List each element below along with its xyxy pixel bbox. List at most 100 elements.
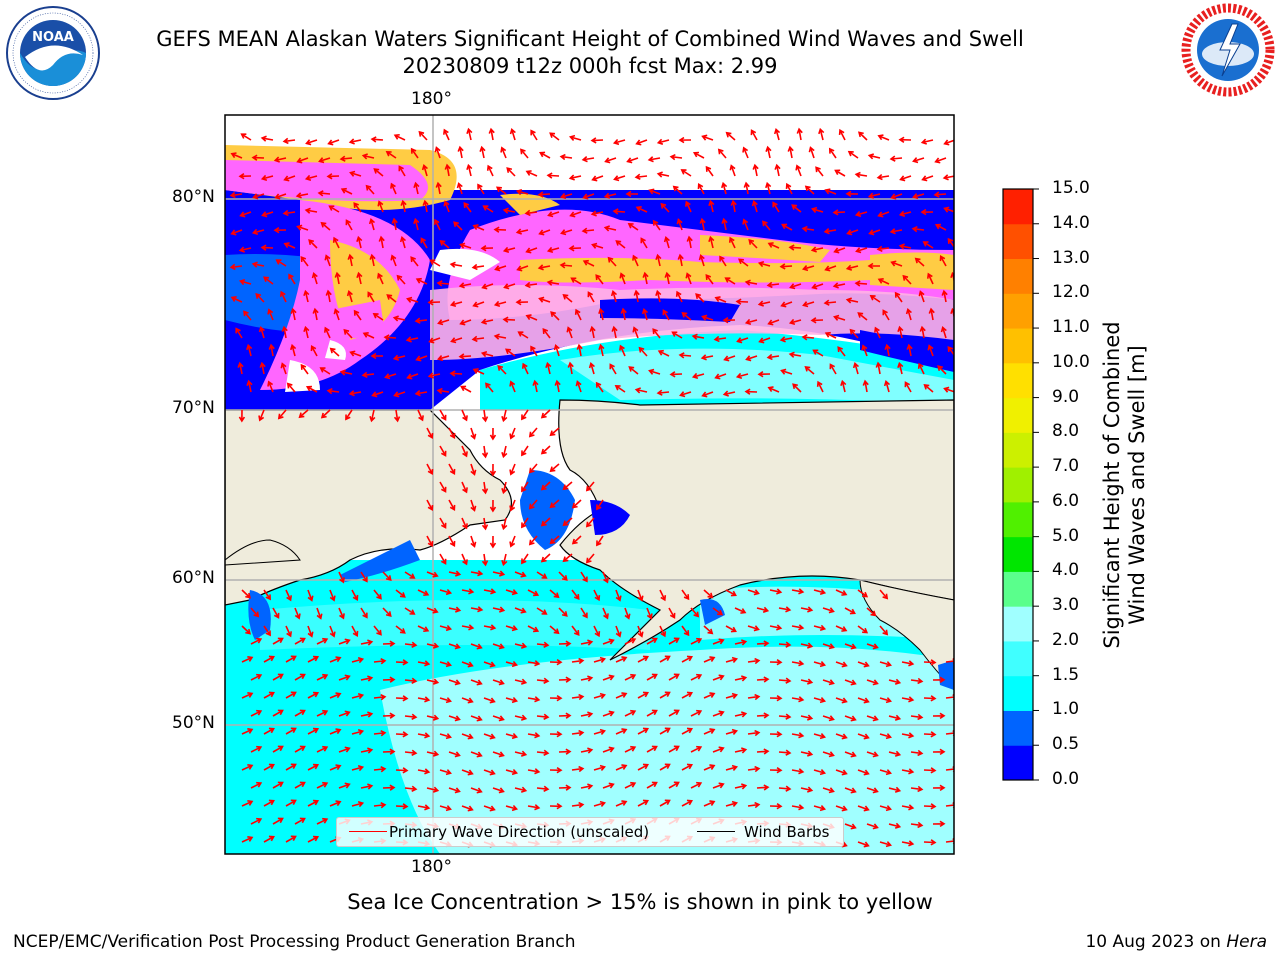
wave-arrow	[910, 677, 924, 685]
wave-arrow	[509, 463, 516, 476]
colorbar-frame	[1002, 188, 1034, 781]
wave-arrow	[559, 193, 573, 200]
wave-arrow	[619, 344, 626, 357]
wave-arrow	[458, 282, 472, 289]
wave-arrow	[857, 841, 870, 848]
wave-arrow	[307, 835, 320, 843]
wave-arrow	[580, 607, 588, 619]
wave-arrow	[237, 361, 244, 375]
wave-arrow	[459, 242, 472, 249]
wave-arrow	[418, 130, 428, 141]
wave-arrow	[901, 732, 915, 739]
footer-credit: NCEP/EMC/Verification Post Processing Pr…	[13, 932, 576, 952]
wave-arrow	[866, 679, 879, 686]
wave-arrow	[919, 325, 926, 339]
wave-arrow	[590, 210, 604, 217]
wave-arrow	[317, 190, 331, 197]
wave-arrow	[568, 134, 582, 142]
wave-arrow	[426, 499, 434, 512]
wave-arrow	[792, 383, 802, 393]
wave-arrow	[801, 225, 815, 233]
wave-arrow	[932, 676, 946, 684]
wave-arrow	[392, 354, 406, 361]
wave-arrow	[373, 730, 387, 737]
wave-arrow	[346, 290, 353, 303]
wave-arrow	[373, 658, 387, 665]
wave-arrow	[712, 710, 725, 717]
wave-arrow	[923, 803, 937, 810]
wave-arrow	[897, 361, 904, 375]
wave-arrow	[787, 145, 794, 159]
wave-arrow	[637, 589, 644, 602]
wave-arrow	[238, 409, 246, 423]
wave-arrow	[920, 208, 934, 216]
wave-arrow	[571, 625, 580, 636]
wave-arrow	[509, 499, 516, 512]
colorbar-bin	[1003, 362, 1033, 399]
wave-arrow	[879, 769, 892, 776]
wave-arrow	[816, 380, 824, 393]
wave-arrow	[888, 822, 902, 829]
wave-arrow	[589, 325, 596, 339]
wave-arrow	[417, 589, 430, 597]
wave-arrow	[238, 173, 252, 180]
wave-arrow	[890, 260, 903, 267]
wave-arrow	[382, 784, 396, 791]
wave-arrow	[450, 337, 463, 344]
wave-arrow	[818, 127, 825, 141]
wave-arrow	[854, 171, 868, 179]
wave-arrow	[766, 353, 780, 361]
wave-arrow	[485, 382, 494, 393]
wave-arrow	[808, 146, 815, 159]
wave-arrow	[230, 296, 243, 303]
wave-arrow	[528, 535, 538, 546]
wave-arrow	[546, 246, 560, 254]
wave-arrow	[549, 589, 560, 599]
wave-arrow	[390, 254, 397, 267]
wave-arrow	[690, 709, 703, 717]
wave-arrow	[351, 764, 365, 772]
wave-arrow	[406, 296, 419, 303]
wave-arrow	[492, 570, 506, 577]
wave-arrow	[874, 326, 881, 339]
wave-arrow	[338, 571, 345, 584]
wave-arrow	[879, 589, 889, 600]
wave-arrow	[373, 766, 387, 773]
wave-arrow	[580, 783, 594, 790]
wave-arrow	[725, 764, 739, 771]
wave-arrow	[404, 785, 418, 792]
wave-arrow	[945, 694, 954, 701]
wave-arrow	[835, 697, 848, 704]
wave-arrow	[251, 228, 265, 235]
wave-arrow	[461, 661, 474, 668]
wave-arrow	[756, 676, 770, 683]
colorbar-tick-label: 11.0	[1052, 317, 1090, 338]
wave-arrow	[691, 372, 705, 380]
wave-arrow	[340, 187, 353, 195]
wave-arrow	[436, 355, 450, 362]
wave-arrow	[351, 625, 359, 638]
wave-arrow	[791, 588, 805, 595]
wave-arrow	[751, 200, 758, 213]
wave-arrow	[339, 155, 353, 162]
wave-arrow	[528, 427, 538, 438]
wave-arrow	[448, 499, 456, 511]
wave-arrow	[593, 625, 601, 638]
wave-arrow	[481, 283, 494, 290]
wave-arrow	[844, 823, 857, 830]
wave-arrow	[549, 463, 560, 473]
wave-arrow	[767, 386, 780, 393]
wave-arrow	[332, 236, 340, 249]
wave-arrow	[801, 334, 815, 341]
wave-arrow	[443, 128, 450, 141]
wave-arrow	[378, 235, 385, 249]
wave-arrow	[901, 840, 915, 847]
colorbar-tick-label: 6.0	[1052, 490, 1080, 511]
wave-arrow	[604, 157, 617, 164]
wave-arrow	[472, 368, 485, 375]
wave-arrow	[562, 517, 573, 527]
wave-arrow	[326, 387, 340, 395]
wave-arrow	[752, 163, 759, 177]
wave-arrow	[598, 307, 605, 321]
wave-arrow	[345, 219, 353, 231]
